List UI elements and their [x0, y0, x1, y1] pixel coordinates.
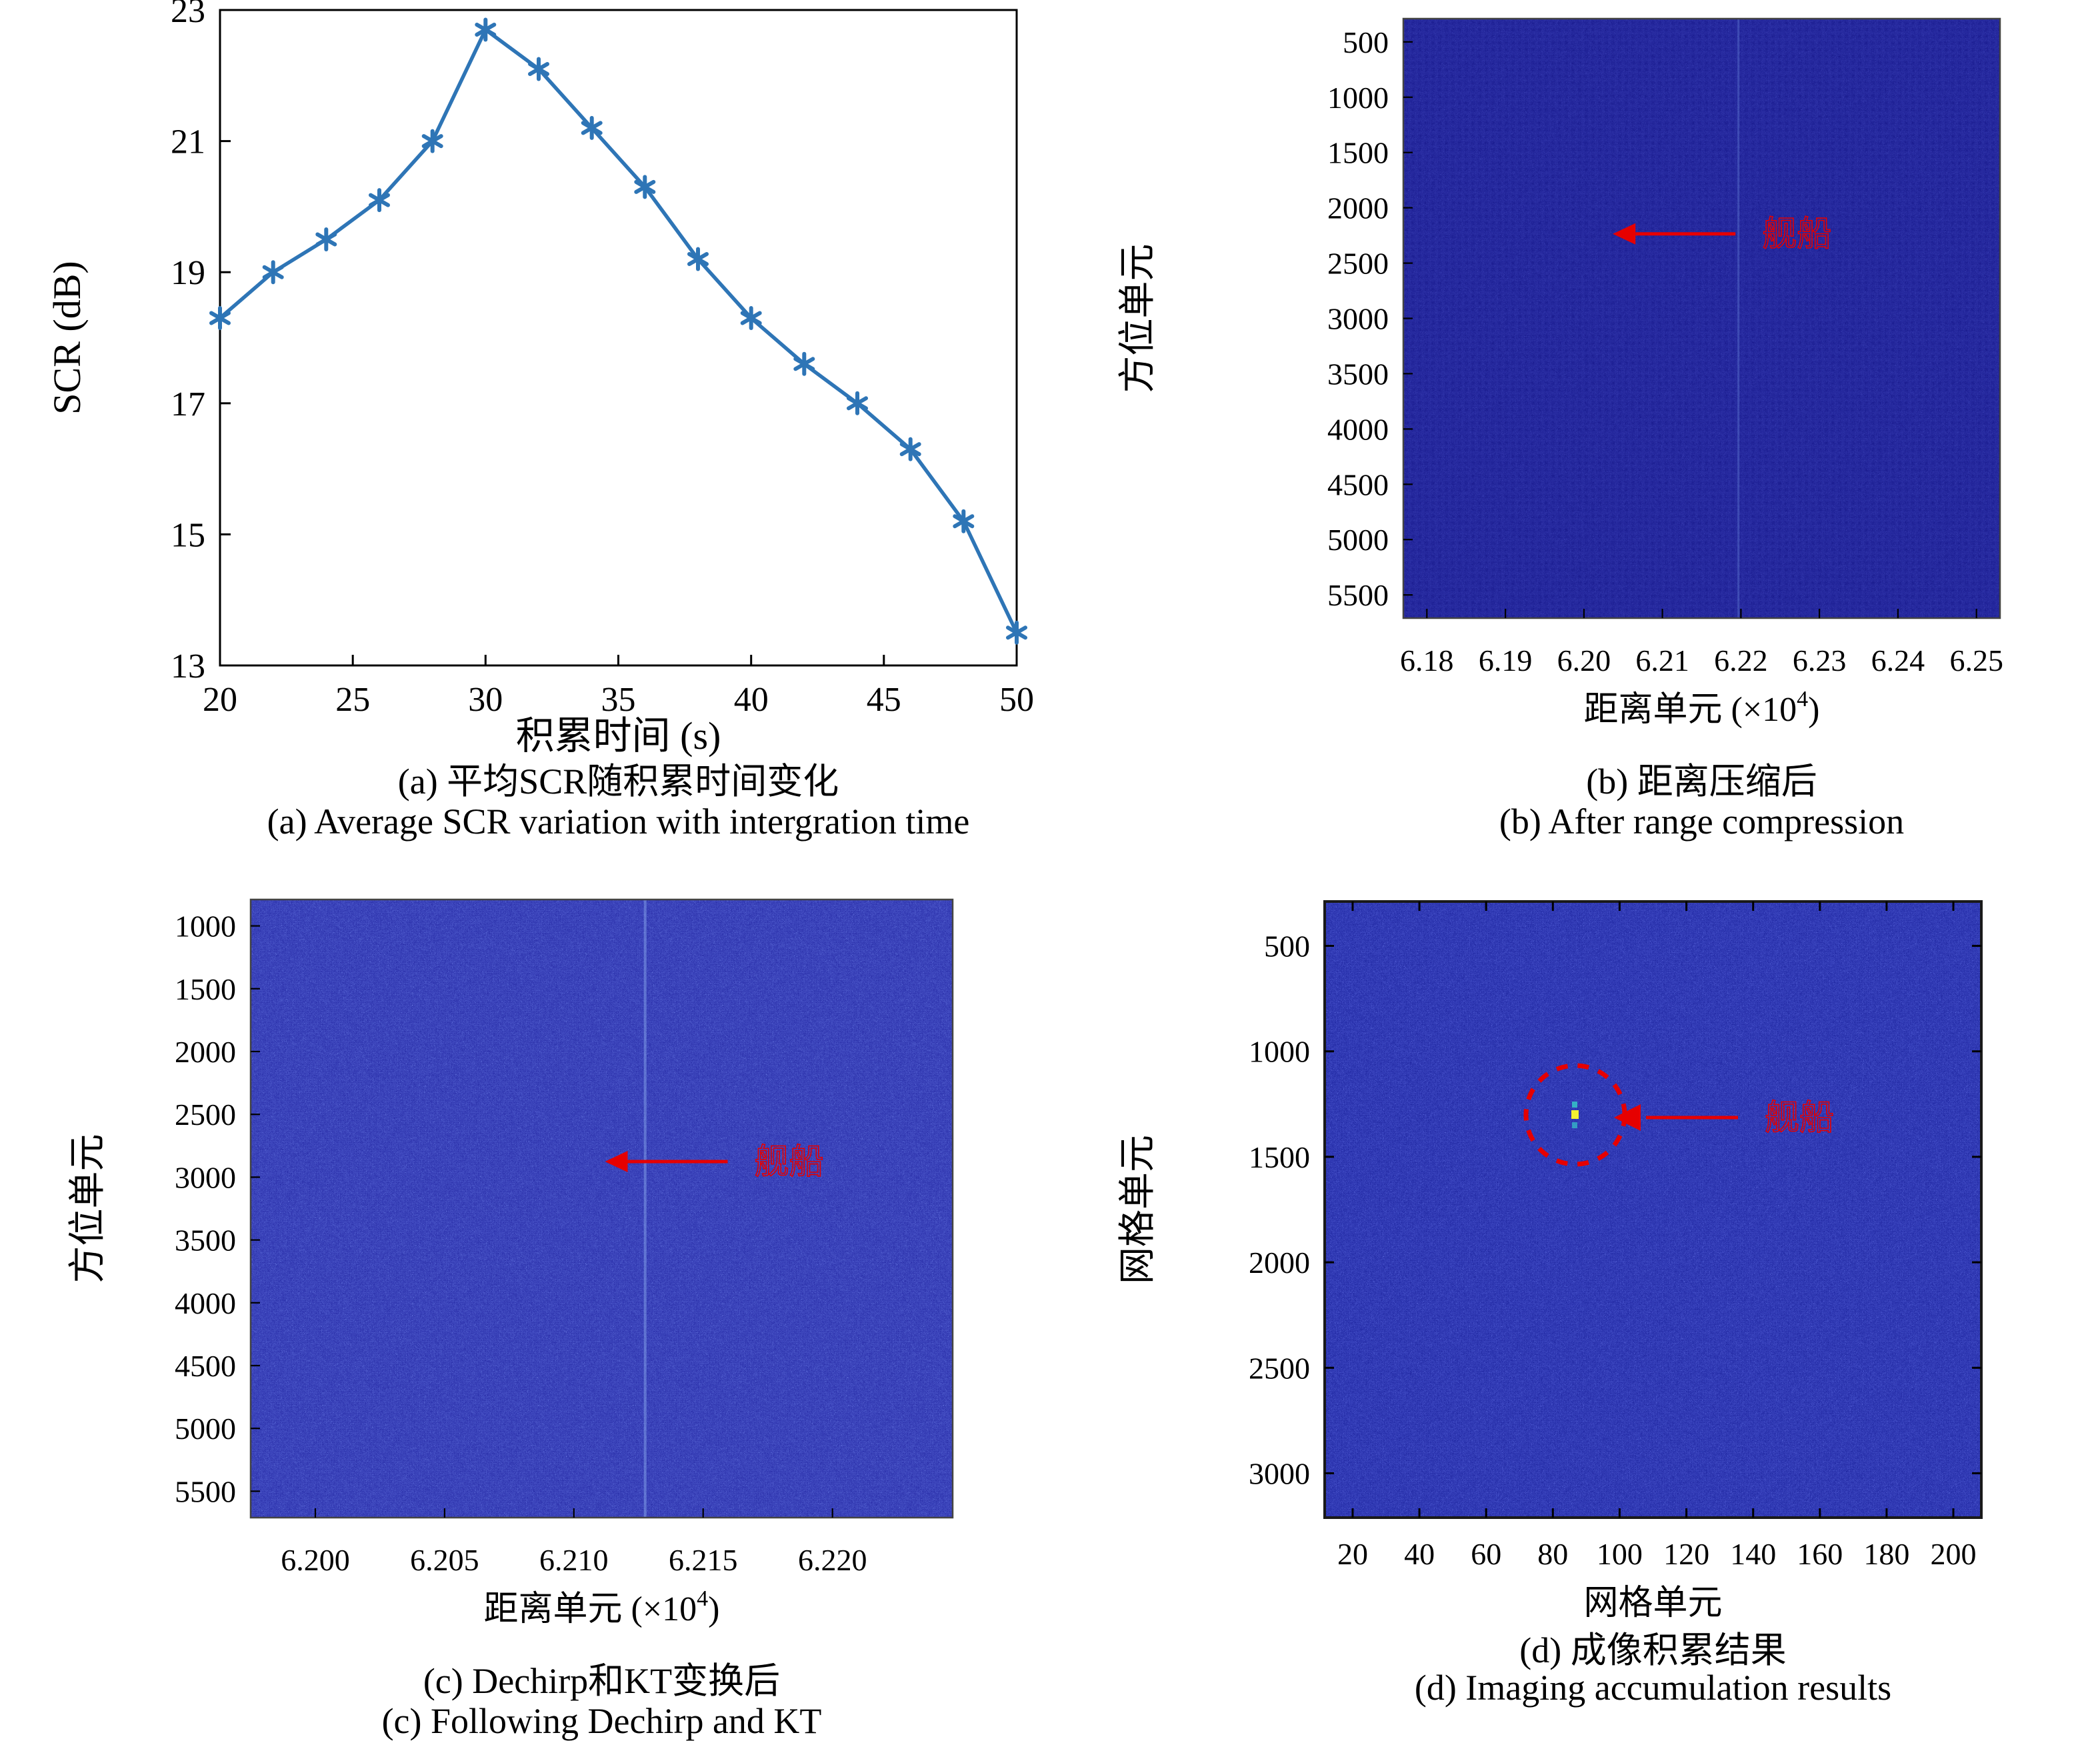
svg-text:2000: 2000 — [1249, 1246, 1310, 1280]
svg-text:3500: 3500 — [1327, 357, 1389, 391]
svg-text:2500: 2500 — [1249, 1351, 1310, 1385]
svg-text:30: 30 — [468, 681, 503, 719]
svg-text:6.22: 6.22 — [1714, 643, 1768, 677]
svg-text:6.200: 6.200 — [281, 1543, 350, 1577]
svg-text:(b) 距离压缩后: (b) 距离压缩后 — [1586, 761, 1817, 801]
svg-text:(a) 平均SCR随积累时间变化: (a) 平均SCR随积累时间变化 — [398, 761, 839, 801]
svg-text:25: 25 — [335, 681, 370, 719]
svg-text:40: 40 — [734, 681, 769, 719]
svg-text:4500: 4500 — [175, 1349, 236, 1383]
svg-text:方位单元: 方位单元 — [67, 1134, 109, 1284]
svg-text:6.23: 6.23 — [1793, 643, 1847, 677]
svg-text:6.19: 6.19 — [1479, 643, 1533, 677]
svg-text:1000: 1000 — [1249, 1035, 1310, 1069]
svg-text:(d) 成像积累结果: (d) 成像积累结果 — [1519, 1630, 1786, 1670]
svg-text:5500: 5500 — [1327, 578, 1389, 612]
svg-text:17: 17 — [171, 385, 205, 423]
svg-text:5000: 5000 — [1327, 523, 1389, 557]
svg-text:140: 140 — [1730, 1537, 1776, 1571]
svg-text:1500: 1500 — [1249, 1140, 1310, 1174]
svg-text:6.24: 6.24 — [1871, 643, 1925, 677]
svg-text:6.205: 6.205 — [410, 1543, 479, 1577]
svg-text:160: 160 — [1797, 1537, 1843, 1571]
svg-text:500: 500 — [1343, 25, 1389, 59]
svg-text:距离单元 (×104): 距离单元 (×104) — [484, 1586, 720, 1628]
svg-text:3000: 3000 — [1327, 302, 1389, 336]
svg-text:3000: 3000 — [175, 1160, 236, 1194]
svg-text:网格单元: 网格单元 — [1583, 1584, 1722, 1622]
svg-text:6.18: 6.18 — [1400, 643, 1454, 677]
svg-text:4500: 4500 — [1327, 467, 1389, 501]
svg-text:5500: 5500 — [175, 1474, 236, 1508]
svg-text:6.210: 6.210 — [539, 1543, 609, 1577]
svg-text:180: 180 — [1863, 1537, 1909, 1571]
svg-text:方位单元: 方位单元 — [1117, 244, 1159, 393]
svg-text:2500: 2500 — [1327, 247, 1389, 281]
svg-text:23: 23 — [171, 0, 205, 30]
svg-text:2000: 2000 — [175, 1035, 236, 1069]
svg-text:45: 45 — [867, 681, 901, 719]
svg-text:80: 80 — [1537, 1537, 1568, 1571]
svg-text:SCR (dB): SCR (dB) — [45, 261, 89, 414]
svg-text:2500: 2500 — [175, 1098, 236, 1132]
svg-text:13: 13 — [171, 647, 205, 685]
svg-text:3000: 3000 — [1249, 1457, 1310, 1491]
svg-text:积累时间 (s): 积累时间 (s) — [516, 714, 721, 757]
svg-text:舰船: 舰船 — [755, 1144, 824, 1182]
svg-text:40: 40 — [1404, 1537, 1435, 1571]
svg-text:100: 100 — [1597, 1537, 1643, 1571]
svg-text:4000: 4000 — [1327, 412, 1389, 446]
svg-text:2000: 2000 — [1327, 191, 1389, 225]
svg-text:舰船: 舰船 — [1762, 216, 1831, 254]
svg-text:21: 21 — [171, 123, 205, 161]
svg-text:5000: 5000 — [175, 1412, 236, 1446]
svg-text:6.215: 6.215 — [669, 1543, 738, 1577]
svg-text:6.220: 6.220 — [798, 1543, 867, 1577]
svg-text:1000: 1000 — [175, 910, 236, 944]
svg-text:(d) Imaging accumulation resul: (d) Imaging accumulation results — [1415, 1668, 1891, 1708]
svg-text:6.21: 6.21 — [1635, 643, 1689, 677]
svg-text:6.25: 6.25 — [1949, 643, 2003, 677]
svg-text:20: 20 — [203, 681, 237, 719]
svg-text:(a) Average SCR variation with: (a) Average SCR variation with intergrat… — [267, 801, 970, 841]
svg-text:(c) Dechirp和KT变换后: (c) Dechirp和KT变换后 — [423, 1661, 780, 1701]
svg-text:4000: 4000 — [175, 1286, 236, 1320]
svg-text:120: 120 — [1663, 1537, 1709, 1571]
svg-text:20: 20 — [1337, 1537, 1368, 1571]
svg-text:35: 35 — [601, 681, 636, 719]
svg-text:1500: 1500 — [175, 972, 236, 1006]
svg-text:距离单元 (×104): 距离单元 (×104) — [1584, 687, 1820, 729]
svg-text:60: 60 — [1471, 1537, 1501, 1571]
svg-text:200: 200 — [1931, 1537, 1977, 1571]
svg-text:6.20: 6.20 — [1557, 643, 1611, 677]
svg-text:舰船: 舰船 — [1765, 1100, 1834, 1138]
svg-text:(b) After range compression: (b) After range compression — [1499, 801, 1904, 841]
svg-text:19: 19 — [171, 254, 205, 292]
svg-text:网格单元: 网格单元 — [1117, 1135, 1159, 1284]
svg-text:50: 50 — [999, 681, 1034, 719]
svg-text:15: 15 — [171, 516, 205, 554]
svg-text:1500: 1500 — [1327, 136, 1389, 170]
svg-text:1000: 1000 — [1327, 81, 1389, 115]
svg-text:(c) Following Dechirp and KT: (c) Following Dechirp and KT — [382, 1701, 822, 1741]
svg-text:500: 500 — [1264, 930, 1310, 964]
svg-text:3500: 3500 — [175, 1224, 236, 1258]
